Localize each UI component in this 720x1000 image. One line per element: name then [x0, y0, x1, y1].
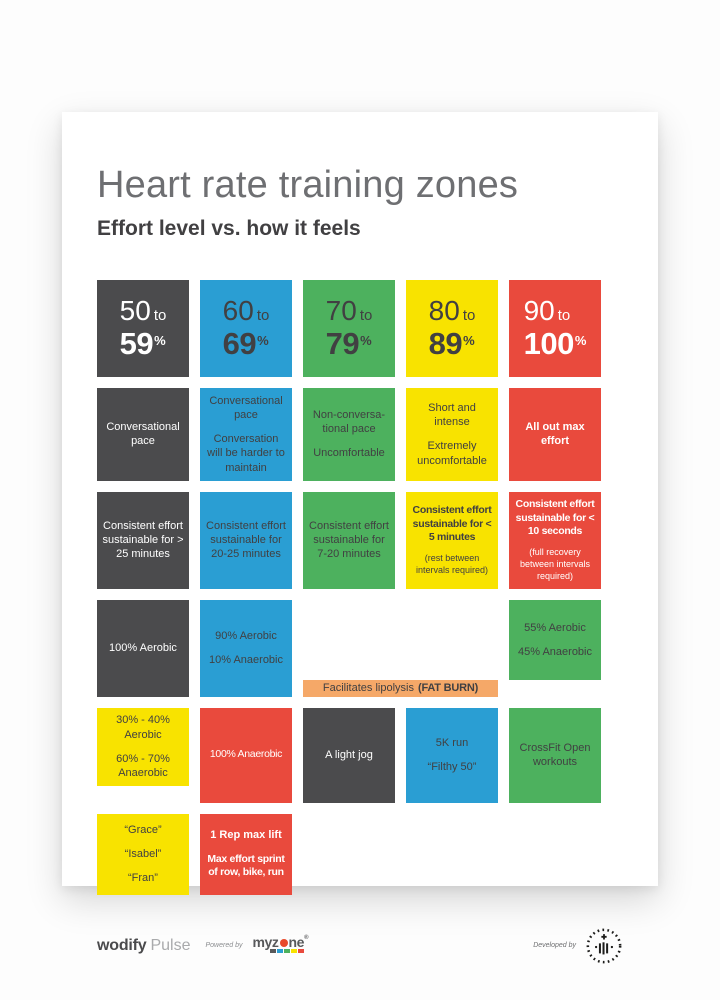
developer-credit: Developed by	[533, 927, 623, 965]
pulse-logo-text: Pulse	[150, 936, 191, 954]
zones-grid: 50 to 59% 60 to 69% 70 to 79% 80 to 89% 90 to 100%…	[97, 279, 601, 895]
zone-60-69-mix-cell: 90% Aerobic 10% Anaerobic	[200, 599, 292, 697]
myzone-logo: myz ne®	[252, 934, 308, 958]
page-subtitle: Effort level vs. how it feels	[97, 216, 361, 240]
zone-range: 90 to 100%	[523, 295, 587, 361]
brand-logos: wodify Pulse Powered by myz ne®	[97, 934, 308, 958]
zone-70-79-mix-cell: 55% Aerobic 45% Anaerobic	[509, 599, 601, 680]
zone-90-100-header-cell: 90 to 100%	[509, 279, 601, 377]
zone-60-69-examples-cell: 5K run “Filthy 50”	[406, 707, 498, 803]
zone-80-89-effort-cell: Consistent effort sustainable for < 5 mi…	[406, 491, 498, 589]
zone-60-69-feel-cell: Conversational pace Conversation will be…	[200, 387, 292, 481]
zone-80-89-feel-cell: Short and intense Extremely uncomfortabl…	[406, 387, 498, 481]
zone-60-69-effort-cell: Consistent effort sustainable for 20-25 …	[200, 491, 292, 589]
myzone-bars	[270, 948, 305, 953]
zone-70-79-feel-cell: Non-conversa-tional pace Uncomfortable	[303, 387, 395, 481]
zone-90-100-examples-cell: 1 Rep max lift Max effort sprint of row,…	[200, 813, 292, 895]
zone-range: 60 to 69%	[222, 295, 270, 361]
fat-burn-banner: Facilitates lipolysis (FAT BURN)	[303, 679, 498, 697]
zone-90-100-effort-cell: Consistent effort sustainable for < 10 s…	[509, 491, 601, 589]
zone-range: 50 to 59%	[119, 295, 167, 361]
zone-90-100-feel-cell: All out max effort	[509, 387, 601, 481]
zone-70-79-effort-cell: Consistent effort sustainable for 7-20 m…	[303, 491, 395, 589]
zone-50-59-examples-cell: A light jog	[303, 707, 395, 803]
zone-50-59-effort-cell: Consistent effort sustainable for > 25 m…	[97, 491, 189, 589]
zone-80-89-header-cell: 80 to 89%	[406, 279, 498, 377]
poster-page: Heart rate training zones Effort level v…	[62, 112, 658, 964]
zone-50-59-feel-cell: Conversational pace	[97, 387, 189, 481]
myzone-o-dot-icon	[279, 938, 288, 947]
developed-by-badge-icon	[586, 928, 622, 964]
zone-70-79-header-cell: 70 to 79%	[303, 279, 395, 377]
page-title: Heart rate training zones	[97, 164, 519, 206]
powered-by-label: Powered by	[205, 942, 243, 950]
zone-50-59-mix-cell: 100% Aerobic	[97, 599, 189, 697]
developed-by-label: Developed by	[533, 942, 576, 950]
zone-50-59-header-cell: 50 to 59%	[97, 279, 189, 377]
wodify-logo: wodify	[97, 936, 147, 954]
zone-90-100-mix-cell: 100% Anaerobic	[200, 707, 292, 803]
zone-80-89-mix-cell: 30% - 40% Aerobic 60% - 70% Anaerobic	[97, 707, 189, 786]
footer: wodify Pulse Powered by myz ne® Developed…	[97, 925, 623, 967]
zone-80-89-examples-cell: “Grace” “Isabel” “Fran”	[97, 813, 189, 895]
zone-70-79-examples-cell: CrossFit Open workouts	[509, 707, 601, 803]
zone-range: 80 to 89%	[428, 295, 476, 361]
zone-60-69-header-cell: 60 to 69%	[200, 279, 292, 377]
zone-range: 70 to 79%	[325, 295, 373, 361]
